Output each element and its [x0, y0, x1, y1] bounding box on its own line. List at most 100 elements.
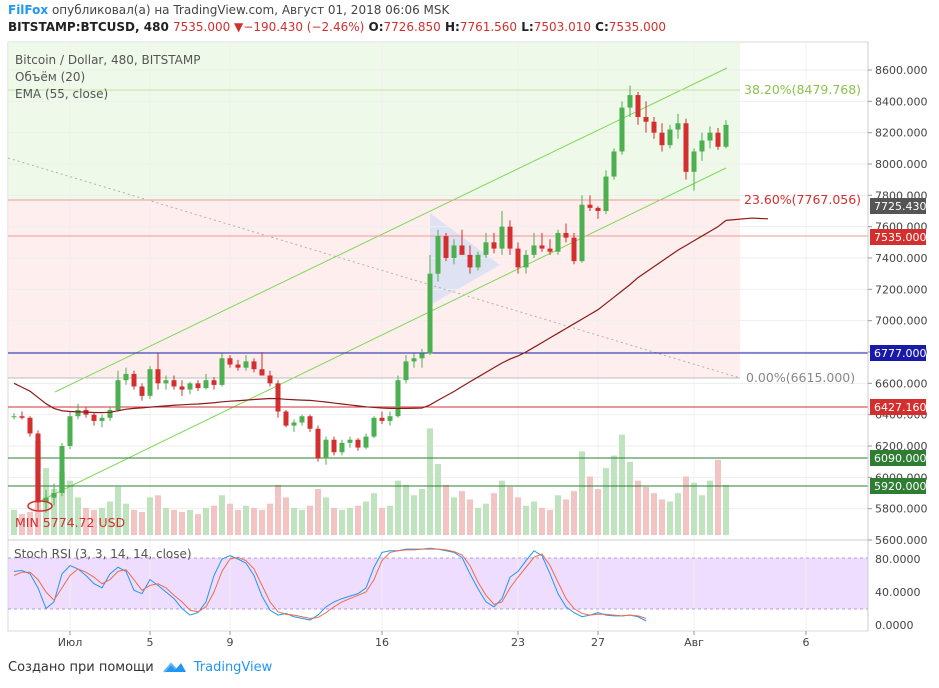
price-chart[interactable]: 8600.0008400.0008200.0008000.0007800.000… [0, 0, 939, 648]
candle-body [675, 123, 681, 130]
volume-bar [483, 503, 489, 535]
close-label: C: [595, 20, 609, 34]
fib-23-label: 23.60%(7767.056) [744, 192, 861, 207]
tradingview-link[interactable]: TradingView [193, 659, 273, 675]
candle-body [619, 107, 625, 152]
candle-body [75, 409, 81, 417]
y-tick-label: 7200.000 [875, 283, 928, 296]
candle-body [419, 353, 425, 359]
legend-ema: EMA (55, close) [15, 87, 108, 101]
volume-bar [619, 434, 625, 535]
x-tick-label: 9 [227, 636, 234, 648]
volume-bar [195, 514, 201, 535]
volume-bar [123, 503, 129, 535]
y-tick-label: 8200.000 [875, 127, 928, 140]
candle-body [267, 375, 273, 384]
volume-bar [51, 489, 57, 535]
volume-bar [467, 499, 473, 535]
volume-bar [507, 486, 513, 535]
volume-bar [403, 484, 409, 535]
channel-lower-line [41, 167, 727, 501]
candle-body [523, 254, 529, 268]
candle-body [19, 416, 25, 418]
candle-body [91, 414, 97, 421]
candle-body [163, 380, 169, 384]
candle-body [283, 411, 289, 426]
candle-body [323, 439, 329, 459]
volume-bar [539, 507, 545, 535]
stoch-tick-label: 80.0000 [875, 553, 921, 566]
open-label: O: [368, 20, 384, 34]
candle-body [291, 422, 297, 426]
author-name[interactable]: FilFox [8, 3, 49, 17]
volume-bar [251, 507, 257, 535]
candle-body [715, 132, 721, 147]
candle-body [387, 416, 393, 421]
candle-body [395, 380, 401, 417]
candle-body [531, 245, 537, 255]
candle-body [203, 380, 209, 389]
high-value: 7761.560 [459, 20, 518, 34]
price-tag: 7725.430 [874, 200, 927, 213]
candle-body [403, 361, 409, 381]
volume-bar [723, 484, 729, 535]
volume-bar [611, 455, 617, 535]
candle-body [259, 369, 265, 376]
candle-body [251, 361, 257, 370]
stoch-tick-label: 0.0000 [875, 619, 914, 632]
min-label: MIN 5774.72 USD [15, 515, 125, 530]
price-tag: 6090.000 [874, 452, 927, 465]
x-tick-label: 23 [511, 636, 525, 648]
candle-body [107, 409, 113, 418]
symbol-label: BITSTAMP:BTCUSD, 480 [8, 20, 169, 34]
candle-body [379, 417, 385, 421]
price-tag-bg [870, 229, 926, 245]
y-tick-label: 7400.000 [875, 252, 928, 265]
candle-body [59, 446, 65, 493]
candle-body [299, 416, 305, 423]
volume-bar [683, 476, 689, 535]
candle-body [587, 204, 593, 208]
volume-bar [451, 497, 457, 535]
low-value: 7503.010 [533, 20, 591, 34]
candle-body [411, 358, 417, 362]
y-tick-label: 8600.000 [875, 64, 928, 77]
volume-bar [651, 493, 657, 535]
volume-bar [235, 509, 241, 535]
volume-bar [475, 507, 481, 535]
candle-body [611, 151, 617, 177]
candle-body [331, 439, 337, 453]
volume-bar [675, 493, 681, 535]
volume-bar [323, 497, 329, 535]
candle-body [131, 373, 137, 387]
volume-bar [427, 428, 433, 535]
legend-volume: Объём (20) [15, 70, 85, 84]
volume-bar [131, 509, 137, 535]
candle-body [235, 364, 241, 368]
candle-body [539, 245, 545, 249]
price-tag: 5920.000 [874, 480, 927, 493]
y-tick-label: 6200.000 [875, 440, 928, 453]
volume-bar [699, 495, 705, 535]
volume-bar [107, 501, 113, 535]
y-tick-label: 5600.000 [875, 534, 928, 547]
price-tag-bg [870, 345, 926, 361]
low-label: L: [521, 20, 534, 34]
stoch-title: Stoch RSI (3, 3, 14, 14, close) [14, 547, 192, 561]
x-tick-label: Авг [684, 636, 704, 648]
candle-body [571, 237, 577, 262]
candle-body [451, 245, 457, 258]
volume-bar [379, 507, 385, 535]
open-value: 7726.850 [383, 20, 441, 34]
price-tag-bg [870, 478, 926, 494]
candle-body [475, 254, 481, 268]
min-marker-ellipse [27, 500, 53, 512]
volume-bar [491, 493, 497, 535]
volume-bar [411, 495, 417, 535]
volume-bar [203, 507, 209, 535]
candle-body [499, 226, 505, 249]
volume-bar [563, 499, 569, 535]
candle-body [467, 254, 473, 268]
candle-body [171, 380, 177, 387]
y-tick-label: 6600.000 [875, 377, 928, 390]
